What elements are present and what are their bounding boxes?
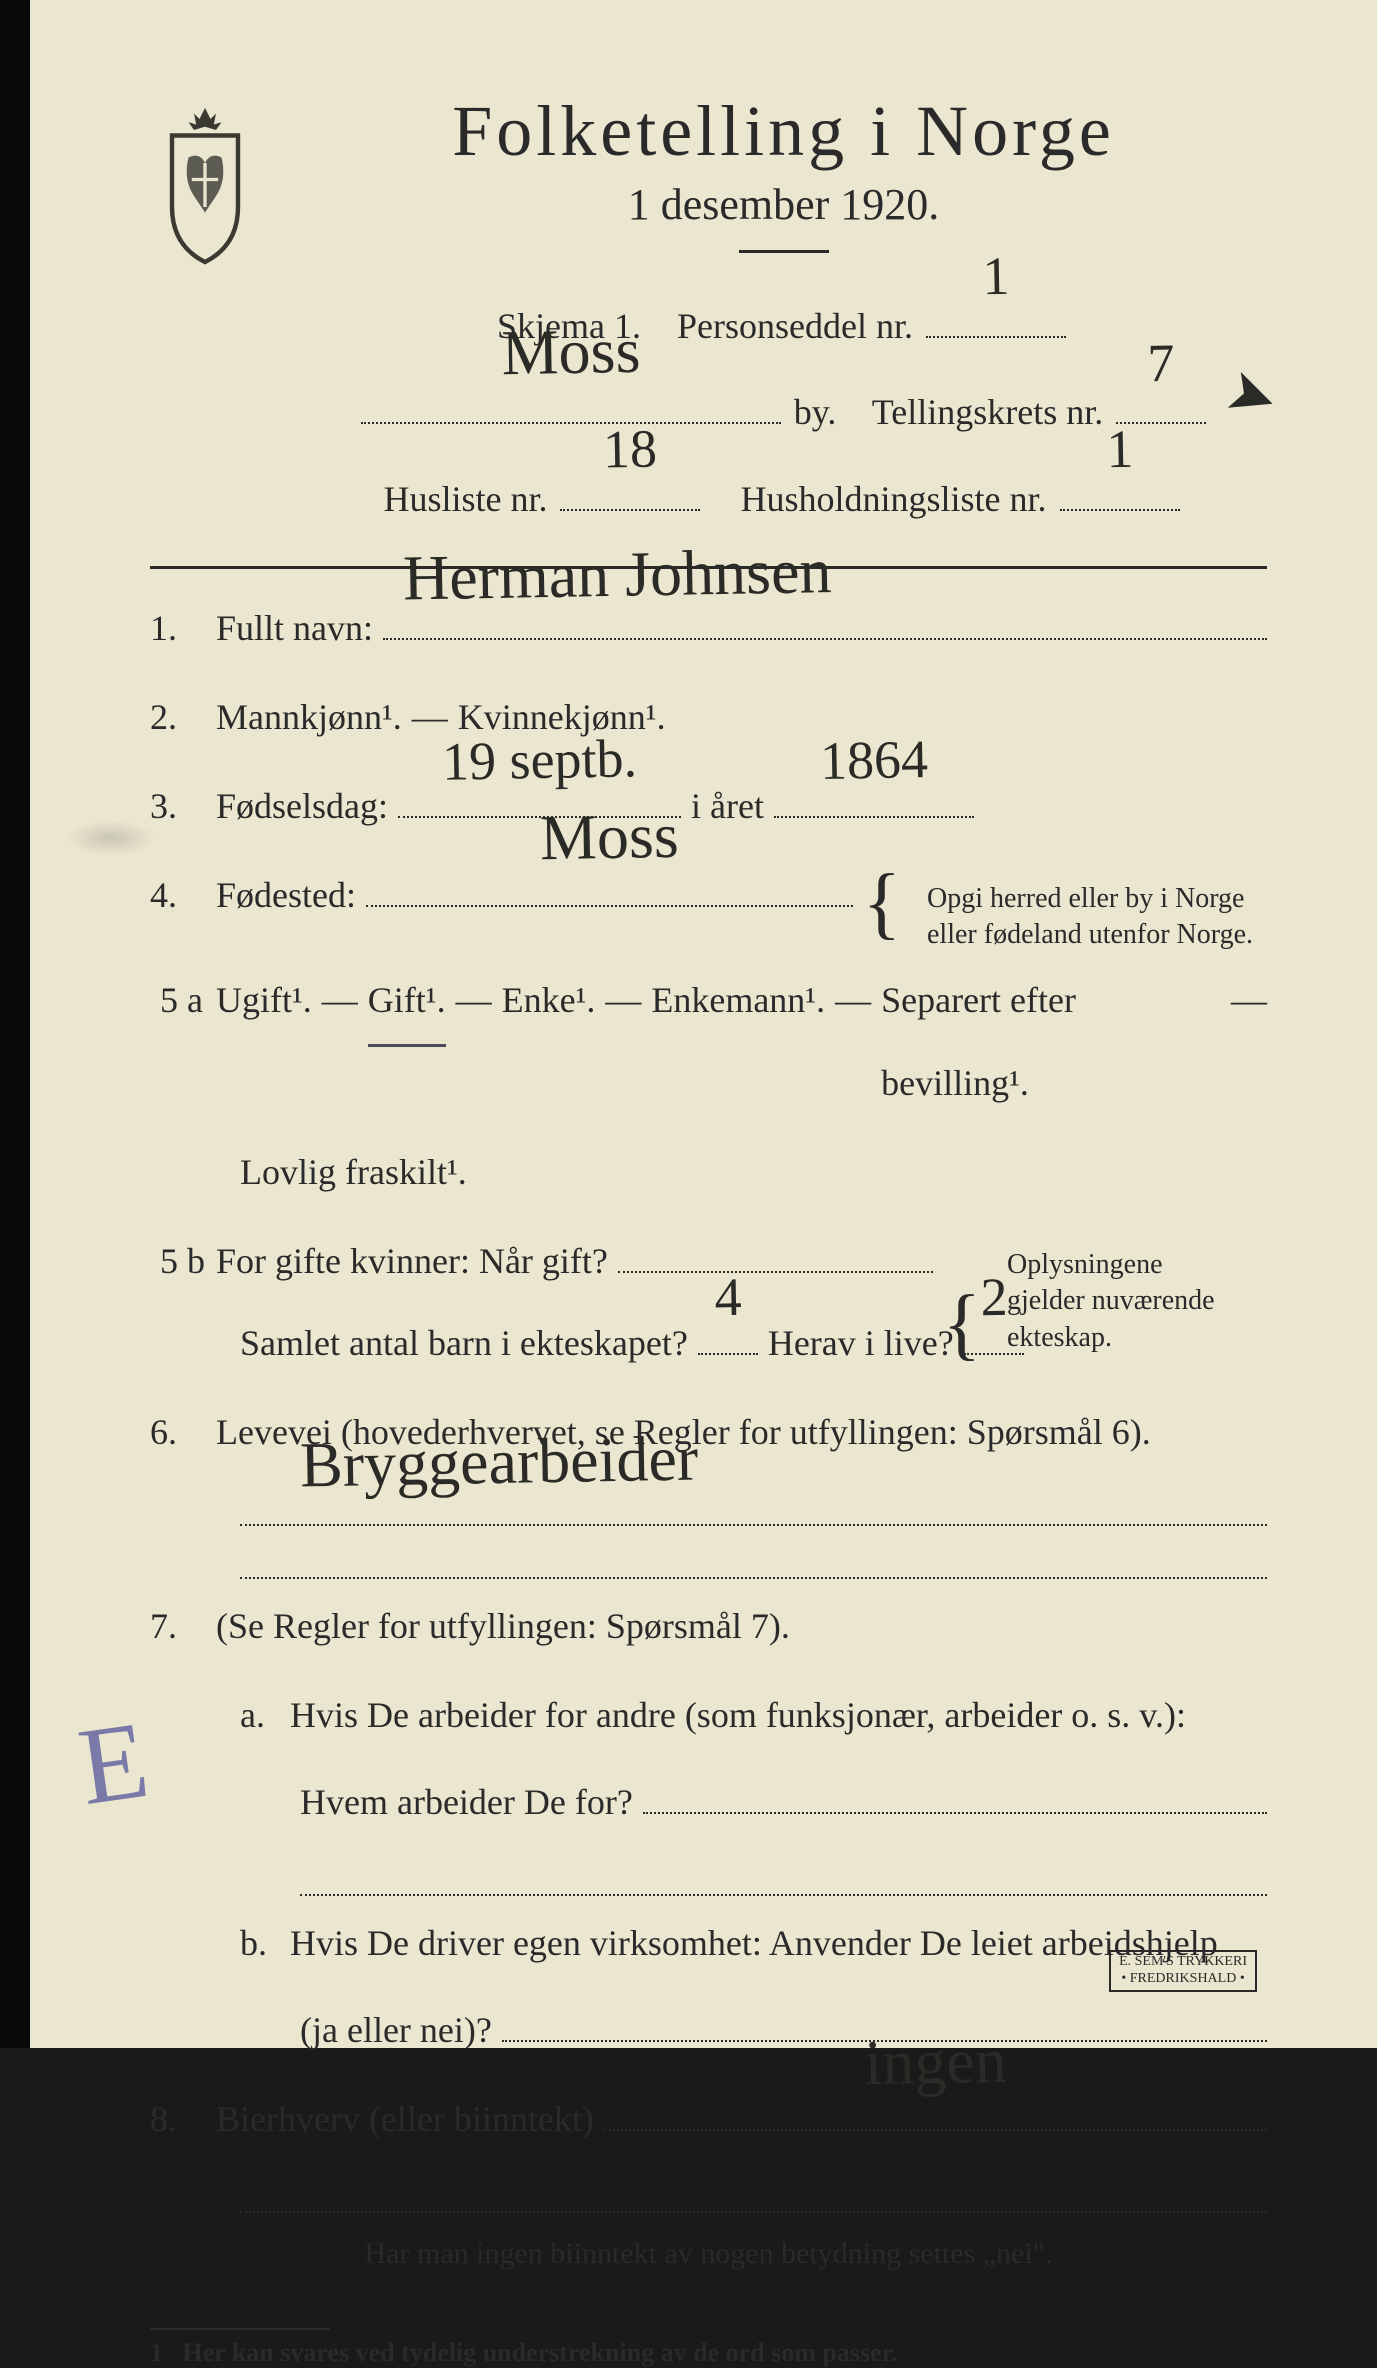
printer-stamp: E. SEM'S TRYKKERI • FREDRIKSHALD • [1109, 1950, 1257, 1992]
q8-num: 8. [150, 2078, 206, 2161]
personseddel-value: 1 [925, 211, 1067, 343]
footnote-marker: 1 [150, 2338, 163, 2367]
footnote-text: Her kan svares ved tydelig understreknin… [183, 2338, 898, 2367]
q1-row: 1. Fullt navn: Herman Johnsen [150, 587, 1267, 670]
husliste-value: 18 [559, 384, 701, 516]
q4-label: Fødested: [216, 854, 356, 937]
margin-pencil-mark: E [71, 1696, 155, 1831]
q5b-num: 5 b [150, 1220, 206, 1303]
q5a-line2: Lovlig fraskilt¹. [240, 1131, 467, 1214]
q2-male: Mannkjønn¹. [216, 676, 402, 759]
q5a-row: 5 a Ugift¹. — Gift¹. — Enke¹. — Enkemann… [150, 959, 1267, 1125]
q8-value: ingen [603, 1982, 1269, 2141]
q8-blank [150, 2167, 1267, 2214]
q5b-side2: gjelder nuværende [1007, 1285, 1215, 1316]
stamp-line2: • FREDRIKSHALD • [1121, 1971, 1244, 1986]
q6-value: Bryggearbeider [299, 1375, 1268, 1539]
q7a-row2: Hvem arbeider De for? [150, 1761, 1267, 1844]
q7-label: (Se Regler for utfyllingen: Spørsmål 7). [216, 1585, 1267, 1668]
q7a-text2: Hvem arbeider De for? [300, 1761, 633, 1844]
q7b-letter: b. [240, 1902, 280, 1985]
q5b-label3: Herav i live? [768, 1302, 954, 1385]
q3-num: 3. [150, 765, 206, 848]
q8-hint: Har man ingen biinntekt av nogen betydni… [365, 2219, 1053, 2288]
q5a-row2: Lovlig fraskilt¹. [150, 1131, 1267, 1214]
q5b-side1: Oplysningene [1007, 1249, 1163, 1280]
q5a-opt2: Enke¹. [502, 959, 596, 1042]
census-form-page: Folketelling i Norge 1 desember 1920. Sk… [30, 0, 1377, 2048]
q2-num: 2. [150, 676, 206, 759]
q4-side2: eller fødeland utenfor Norge. [927, 919, 1253, 950]
q1-label: Fullt navn: [216, 587, 373, 670]
q5a-opt0: Ugift¹. [216, 959, 312, 1042]
header: Folketelling i Norge 1 desember 1920. Sk… [150, 90, 1267, 542]
q7a-blank [150, 1849, 1267, 1896]
q6-value-row: Bryggearbeider [150, 1480, 1267, 1527]
stamp-line1: E. SEM'S TRYKKERI [1119, 1954, 1247, 1969]
smudge-mark [66, 820, 156, 856]
q5b-label1: For gifte kvinner: Når gift? [216, 1220, 608, 1303]
q5b-label2: Samlet antal barn i ekteskapet? [240, 1302, 688, 1385]
q5b-total: 4 [697, 1234, 759, 1359]
q7-num: 7. [150, 1585, 206, 1668]
q1-num: 1. [150, 587, 206, 670]
q4-side1: Opgi herred eller by i Norge [927, 883, 1245, 914]
form-body: 1. Fullt navn: Herman Johnsen 2. Mannkjø… [150, 587, 1267, 2288]
q5b-alive: 2 [963, 1234, 1025, 1359]
q8-row: 8. Bierhverv (eller biinntekt) ingen [150, 2078, 1267, 2161]
q5a-num: 5 a [150, 959, 206, 1042]
q3-label: Fødselsdag: [216, 765, 388, 848]
q8-hint-row: Har man ingen biinntekt av nogen betydni… [150, 2219, 1267, 2288]
page-subtitle: 1 desember 1920. [300, 179, 1267, 230]
q5a-opt4: Separert efter bevilling¹. [881, 959, 1221, 1125]
q2-row: 2. Mannkjønn¹. — Kvinnekjønn¹. [150, 676, 1267, 759]
q8-label: Bierhverv (eller biinntekt) [216, 2078, 594, 2161]
page-title: Folketelling i Norge [300, 90, 1267, 173]
q6-blank-row [150, 1532, 1267, 1579]
q7a-row1: a. Hvis De arbeider for andre (som funks… [150, 1674, 1267, 1757]
q7b-row1: b. Hvis De driver egen virksomhet: Anven… [150, 1902, 1267, 1985]
q6-num: 6. [150, 1391, 206, 1474]
q5a-opt1-selected: Gift¹. [368, 959, 446, 1047]
divider [739, 250, 829, 253]
q7-row: 7. (Se Regler for utfyllingen: Spørsmål … [150, 1585, 1267, 1668]
q5a-opt3: Enkemann¹. [651, 959, 825, 1042]
q7a-text1: Hvis De arbeider for andre (som funksjon… [290, 1674, 1267, 1757]
q4-value: Moss [365, 759, 854, 915]
q4-row: 4. Fødested: Moss { Opgi herred eller by… [150, 854, 1267, 954]
by-label: by. [794, 392, 837, 432]
footnote: 1 Her kan svares ved tydelig understrekn… [150, 2328, 1267, 2368]
q4-num: 4. [150, 854, 206, 937]
q1-value: Herman Johnsen [402, 489, 1268, 651]
brace-icon: { [863, 871, 901, 935]
scan-left-margin [0, 0, 30, 2048]
q7a-letter: a. [240, 1674, 280, 1757]
q7b-text2: (ja eller nei)? [300, 1989, 492, 2072]
coat-of-arms-icon [150, 100, 260, 270]
